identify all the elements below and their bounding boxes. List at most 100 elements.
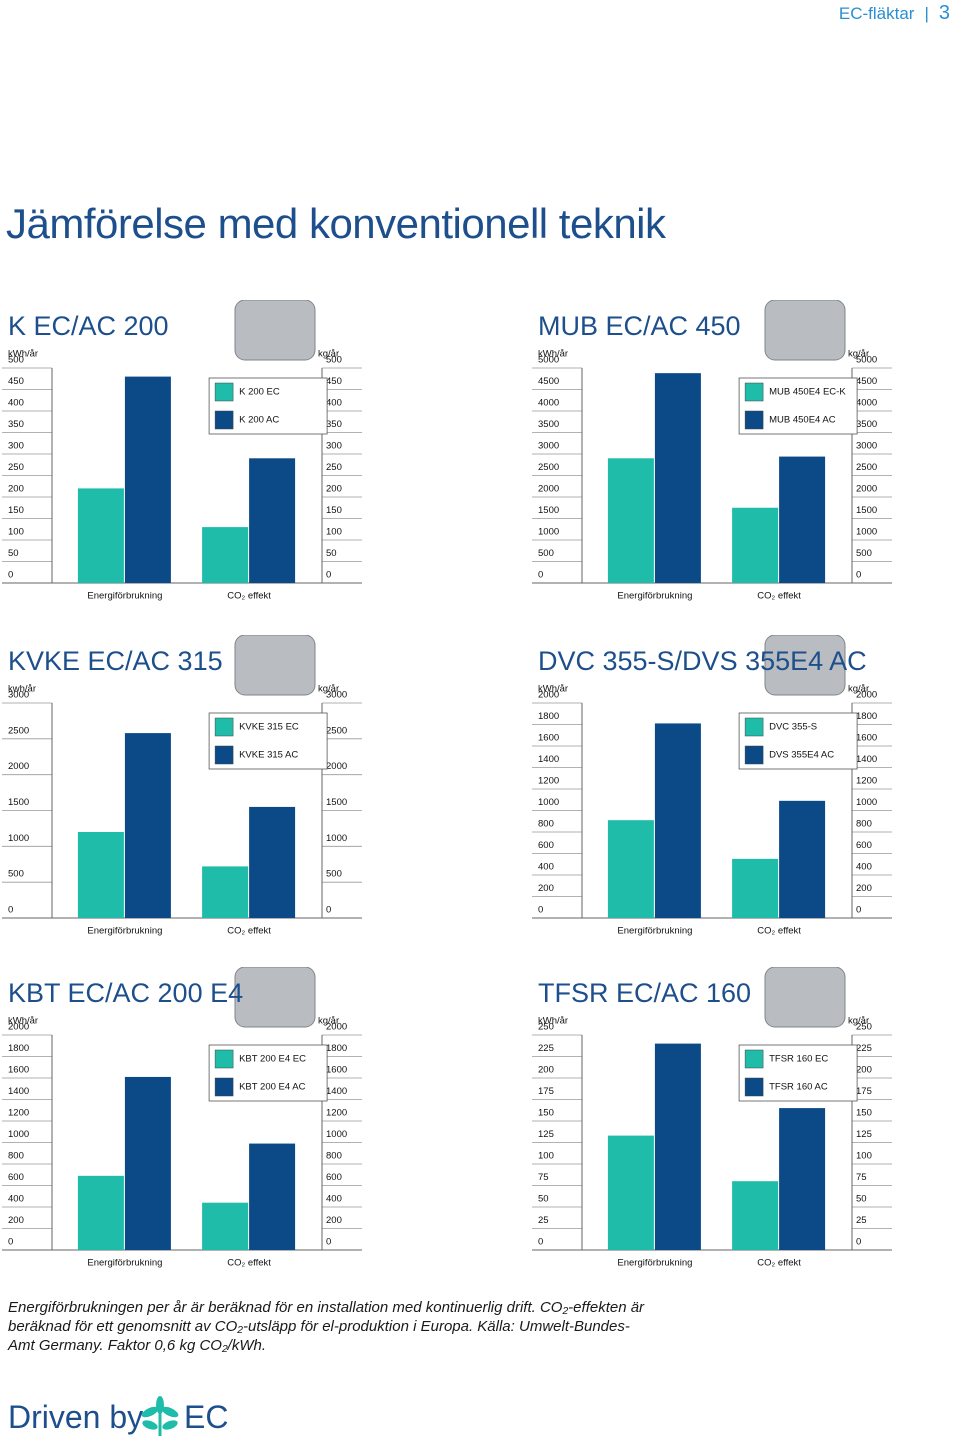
- y-tick-label: 2000: [538, 690, 559, 701]
- y2-axis-label: kg/år: [848, 1016, 869, 1027]
- y-tick-label: 1400: [538, 754, 559, 765]
- y2-tick-label: 100: [326, 527, 342, 538]
- bar: [779, 1108, 826, 1250]
- bar: [607, 458, 654, 583]
- y2-tick-label: 1600: [856, 733, 877, 744]
- y2-tick-label: 0: [856, 570, 861, 581]
- y-tick-label: 50: [8, 548, 19, 559]
- y-tick-label: 350: [8, 419, 24, 430]
- y-tick-label: 0: [538, 905, 543, 916]
- x-tick-label: Energiförbrukning: [87, 1258, 162, 1269]
- y2-tick-label: 0: [326, 905, 331, 916]
- page-title: Jämförelse med konventionell teknik: [6, 200, 666, 247]
- y-tick-label: 400: [538, 862, 554, 873]
- y-tick-label: 175: [538, 1086, 554, 1097]
- y-tick-label: 400: [8, 1194, 24, 1205]
- y2-tick-label: 1800: [856, 711, 877, 722]
- y2-tick-label: 1400: [326, 1086, 347, 1097]
- y-tick-label: 400: [8, 398, 24, 409]
- legend-swatch: [214, 410, 234, 430]
- x-tick-label: Energiförbrukning: [87, 926, 162, 937]
- legend-label: KBT 200 E4 AC: [239, 1082, 306, 1093]
- bar: [249, 806, 296, 918]
- bar: [779, 456, 826, 583]
- y-tick-label: 800: [538, 819, 554, 830]
- x-tick-label: CO₂ effekt: [227, 926, 271, 937]
- y2-tick-label: 2000: [856, 484, 877, 495]
- y-tick-label: 0: [538, 1237, 543, 1248]
- y2-tick-label: 2000: [856, 690, 877, 701]
- y-tick-label: 500: [8, 355, 24, 366]
- legend-label: K 200 AC: [239, 415, 279, 426]
- product-image: [234, 300, 316, 361]
- y-tick-label: 1400: [8, 1086, 29, 1097]
- y2-tick-label: 2500: [856, 462, 877, 473]
- y2-tick-label: 1000: [326, 833, 347, 844]
- y-tick-label: 200: [538, 883, 554, 894]
- y2-tick-label: 200: [326, 484, 342, 495]
- y-axis-label: kWh/år: [538, 1016, 568, 1027]
- chart-title: MUB EC/AC 450: [538, 311, 741, 341]
- bar: [732, 1181, 779, 1250]
- y-tick-label: 1800: [538, 711, 559, 722]
- y-tick-label: 0: [8, 1237, 13, 1248]
- y2-tick-label: 75: [856, 1172, 867, 1183]
- chart-title: TFSR EC/AC 160: [538, 978, 751, 1008]
- y2-tick-label: 2000: [326, 761, 347, 772]
- page-number: 3: [938, 2, 950, 24]
- product-image: [764, 635, 846, 696]
- bar: [202, 527, 249, 583]
- y-axis-label: kWh/år: [8, 349, 38, 360]
- footnote: Energiförbrukningen per år är beräknad f…: [8, 1299, 645, 1354]
- y-tick-label: 1500: [8, 797, 29, 808]
- x-tick-label: Energiförbrukning: [617, 591, 692, 602]
- y2-tick-label: 400: [856, 862, 872, 873]
- y-tick-label: 150: [8, 505, 24, 516]
- y2-tick-label: 0: [326, 570, 331, 581]
- x-tick-label: CO₂ effekt: [757, 926, 801, 937]
- y2-tick-label: 0: [856, 905, 861, 916]
- legend-swatch: [744, 1049, 764, 1069]
- y2-tick-label: 4000: [856, 398, 877, 409]
- bar: [654, 1043, 701, 1250]
- y-tick-label: 3000: [8, 690, 29, 701]
- y-axis-label: kWh/år: [538, 684, 568, 695]
- legend-label: MUB 450E4 EC-K: [769, 387, 846, 398]
- legend-swatch: [744, 382, 764, 402]
- y-tick-label: 3500: [538, 419, 559, 430]
- y-tick-label: 150: [538, 1108, 554, 1119]
- legend-swatch: [744, 410, 764, 430]
- logo: Driven by EC: [8, 1396, 228, 1436]
- y2-axis-label: kg/år: [318, 349, 339, 360]
- legend-swatch: [744, 1077, 764, 1097]
- y2-tick-label: 3000: [326, 690, 347, 701]
- legend-label: DVS 355E4 AC: [769, 750, 834, 761]
- bar: [124, 376, 171, 583]
- bar: [77, 488, 124, 583]
- y-tick-label: 250: [8, 462, 24, 473]
- y2-tick-label: 2500: [326, 725, 347, 736]
- legend-label: TFSR 160 AC: [769, 1082, 828, 1093]
- y2-tick-label: 200: [326, 1215, 342, 1226]
- y-tick-label: 4500: [538, 376, 559, 387]
- legend-label: MUB 450E4 AC: [769, 415, 836, 426]
- y-tick-label: 1600: [8, 1065, 29, 1076]
- legend-swatch: [744, 717, 764, 737]
- y-tick-label: 800: [8, 1151, 24, 1162]
- y-tick-label: 1200: [8, 1108, 29, 1119]
- logo-icon: [141, 1396, 179, 1436]
- y2-tick-label: 1000: [326, 1129, 347, 1140]
- bar: [607, 820, 654, 918]
- y2-tick-label: 125: [856, 1129, 872, 1140]
- bar: [249, 1143, 296, 1250]
- y-tick-label: 225: [538, 1043, 554, 1054]
- legend-label: KVKE 315 EC: [239, 722, 299, 733]
- y2-axis-label: kg/år: [848, 684, 869, 695]
- y2-tick-label: 150: [326, 505, 342, 516]
- y-tick-label: 1200: [538, 776, 559, 787]
- y-tick-label: 3000: [538, 441, 559, 452]
- y-tick-label: 2000: [538, 484, 559, 495]
- bar: [77, 1175, 124, 1250]
- y-tick-label: 600: [8, 1172, 24, 1183]
